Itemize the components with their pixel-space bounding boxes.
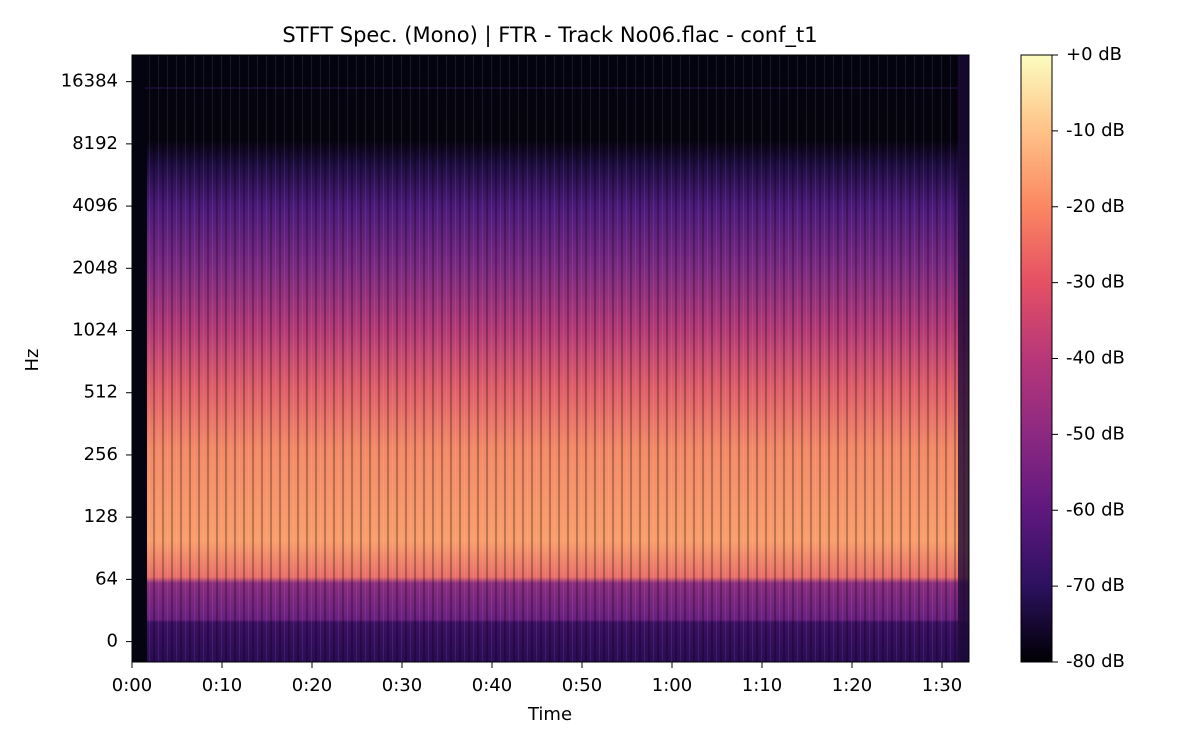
- x-tick-label: 0:30: [382, 675, 422, 696]
- colorbar-tick-label: -70 dB: [1066, 575, 1125, 596]
- y-tick-label: 512: [84, 382, 118, 403]
- y-tick-label: 256: [84, 444, 118, 465]
- colorbar-tick-label: -60 dB: [1066, 499, 1125, 520]
- colorbar-tick-label: -50 dB: [1066, 423, 1125, 444]
- y-axis-label: Hz: [22, 349, 43, 372]
- colorbar-tick-label: +0 dB: [1066, 44, 1122, 65]
- x-tick-label: 1:30: [922, 675, 962, 696]
- spectrogram-image: [132, 55, 969, 662]
- x-tick-label: 0:00: [112, 675, 152, 696]
- y-tick-label: 0: [107, 631, 118, 652]
- x-tick-label: 0:20: [292, 675, 332, 696]
- chart-title: STFT Spec. (Mono) | FTR - Track No06.fla…: [282, 23, 817, 48]
- colorbar-tick-label: -40 dB: [1066, 348, 1125, 369]
- y-tick-label: 64: [95, 568, 118, 589]
- x-tick-label: 0:50: [562, 675, 602, 696]
- y-tick-label: 8192: [72, 133, 118, 154]
- y-tick-label: 128: [84, 506, 118, 527]
- y-tick-label: 4096: [72, 195, 118, 216]
- colorbar-tick-label: -80 dB: [1066, 651, 1125, 672]
- x-tick-label: 1:20: [832, 675, 872, 696]
- x-axis-label: Time: [527, 704, 572, 725]
- colorbar-tick-label: -10 dB: [1066, 120, 1125, 141]
- x-tick-label: 1:10: [742, 675, 782, 696]
- y-tick-label: 2048: [72, 257, 118, 278]
- y-tick-label: 16384: [61, 71, 118, 92]
- colorbar: [1020, 54, 1053, 663]
- x-tick-label: 0:40: [472, 675, 512, 696]
- x-tick-label: 0:10: [202, 675, 242, 696]
- x-tick-label: 1:00: [652, 675, 692, 696]
- colorbar-tick-label: -20 dB: [1066, 196, 1125, 217]
- y-tick-label: 1024: [72, 320, 118, 341]
- colorbar-tick-label: -30 dB: [1066, 272, 1125, 293]
- plot-frame: [131, 54, 970, 663]
